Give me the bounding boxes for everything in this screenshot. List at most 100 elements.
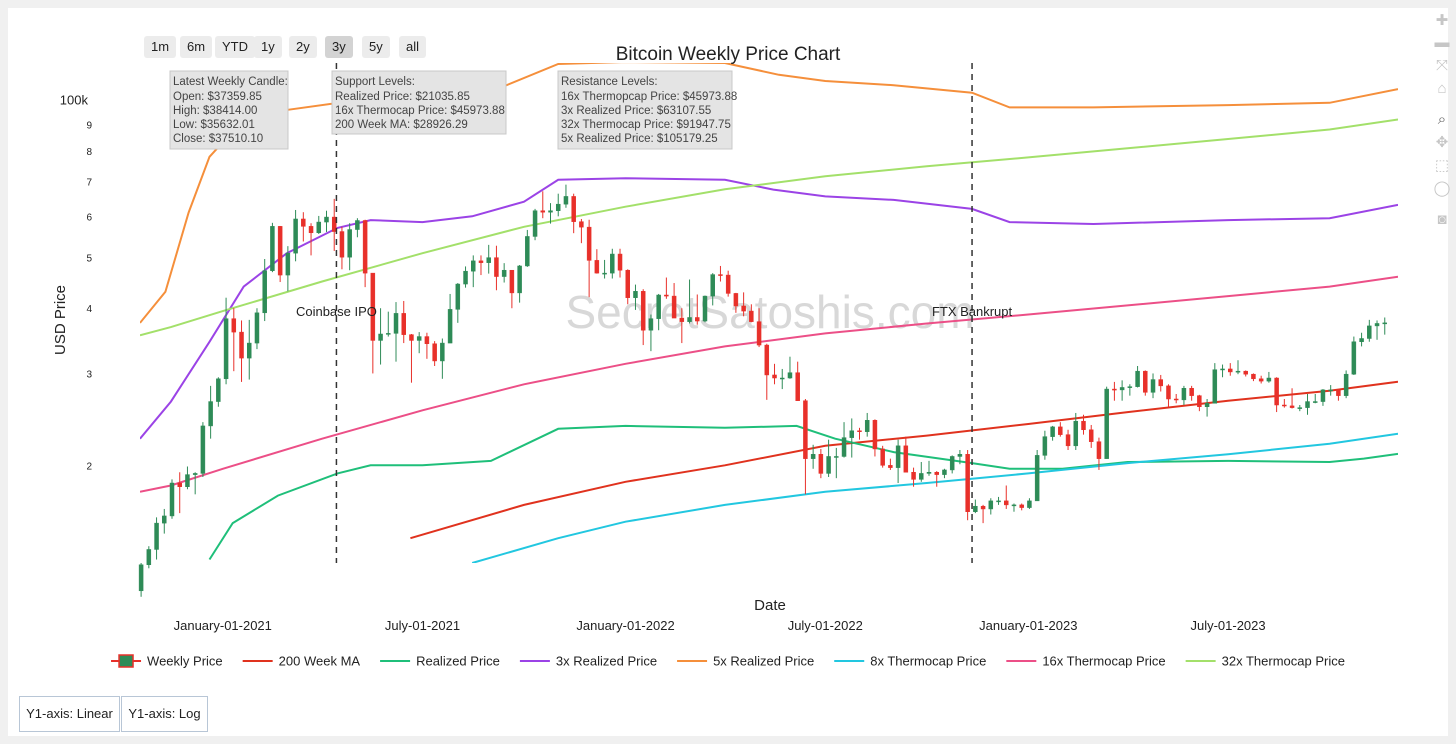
candle[interactable] <box>1359 332 1364 347</box>
candle[interactable] <box>818 448 824 479</box>
candle[interactable] <box>509 269 515 309</box>
candle[interactable] <box>192 472 198 495</box>
candle[interactable] <box>301 212 306 242</box>
candle[interactable] <box>1042 430 1048 460</box>
candle[interactable] <box>1104 386 1109 459</box>
candle[interactable] <box>656 293 661 331</box>
candle[interactable] <box>749 304 754 323</box>
candle[interactable] <box>1220 364 1225 378</box>
candle[interactable] <box>803 399 808 495</box>
candle[interactable] <box>378 308 383 365</box>
candle[interactable] <box>409 334 414 383</box>
candle[interactable] <box>1119 380 1125 401</box>
candle[interactable] <box>324 210 329 232</box>
candle[interactable] <box>494 245 499 291</box>
candle[interactable] <box>864 412 870 437</box>
candle[interactable] <box>949 455 955 474</box>
candle[interactable] <box>1351 336 1357 375</box>
candle[interactable] <box>223 297 229 385</box>
candle[interactable] <box>756 308 762 348</box>
candle[interactable] <box>277 225 283 283</box>
candle[interactable] <box>1173 393 1179 404</box>
candle[interactable] <box>1228 363 1233 376</box>
candle[interactable] <box>177 472 182 514</box>
candle[interactable] <box>1034 450 1040 502</box>
candle[interactable] <box>895 439 901 484</box>
candle[interactable] <box>633 284 638 310</box>
candle[interactable] <box>501 263 507 283</box>
candle[interactable] <box>957 450 963 465</box>
candle[interactable] <box>1382 317 1388 335</box>
pan-icon[interactable]: ✥ <box>1435 134 1449 151</box>
candle[interactable] <box>162 508 167 534</box>
range-button-6m[interactable]: 6m <box>180 36 213 58</box>
candle[interactable] <box>1127 384 1133 396</box>
candle[interactable] <box>671 283 677 319</box>
candle[interactable] <box>594 249 600 274</box>
candle[interactable] <box>216 377 221 407</box>
range-button-all[interactable]: all <box>399 36 427 58</box>
zoom-icon[interactable]: ⌕ <box>1437 111 1447 128</box>
candle[interactable] <box>478 255 484 276</box>
candle[interactable] <box>1251 373 1256 382</box>
candle[interactable] <box>996 496 1001 505</box>
candle[interactable] <box>640 289 646 346</box>
candle[interactable] <box>857 427 862 440</box>
candle[interactable] <box>416 332 422 354</box>
candle[interactable] <box>1305 393 1310 415</box>
candle[interactable] <box>1343 370 1349 399</box>
candle[interactable] <box>316 215 322 234</box>
candle[interactable] <box>1328 385 1333 396</box>
legend-item-32x-thermocap-price[interactable]: 32x Thermocap Price <box>1185 654 1345 669</box>
candle[interactable] <box>710 273 715 306</box>
candle[interactable] <box>695 294 700 325</box>
legend-item-realized-price[interactable]: Realized Price <box>380 654 500 669</box>
candle[interactable] <box>1320 389 1326 406</box>
candle[interactable] <box>679 308 685 344</box>
autoscale-icon[interactable]: ⤧ <box>1435 57 1448 74</box>
candle[interactable] <box>1058 422 1063 437</box>
candle[interactable] <box>841 422 847 458</box>
candle[interactable] <box>1266 371 1272 383</box>
candle[interactable] <box>1212 363 1218 404</box>
candle[interactable] <box>1065 429 1071 451</box>
candle[interactable] <box>447 293 453 344</box>
range-button-3y[interactable]: 3y <box>325 36 353 58</box>
candle[interactable] <box>880 445 885 468</box>
price-chart[interactable]: SecretSatoshis.com Coinbase IPO FTX Bankr… <box>8 8 1448 736</box>
candle[interactable] <box>246 319 252 380</box>
range-button-1y[interactable]: 1y <box>254 36 282 58</box>
candle[interactable] <box>1158 374 1163 392</box>
candle[interactable] <box>146 546 152 569</box>
candle[interactable] <box>1336 389 1341 401</box>
candle[interactable] <box>486 244 491 274</box>
candle[interactable] <box>393 302 399 362</box>
candle[interactable] <box>617 248 623 278</box>
candle[interactable] <box>208 385 213 439</box>
candle[interactable] <box>355 218 360 238</box>
candle[interactable] <box>602 259 607 279</box>
candle[interactable] <box>1181 385 1187 406</box>
candle[interactable] <box>285 246 291 292</box>
candle[interactable] <box>1096 437 1102 470</box>
candle[interactable] <box>1050 425 1055 441</box>
candle[interactable] <box>1011 503 1017 512</box>
candle[interactable] <box>432 341 437 367</box>
candle[interactable] <box>154 517 159 560</box>
candle[interactable] <box>347 223 352 271</box>
candle[interactable] <box>1374 320 1380 340</box>
legend-item-weekly-price[interactable]: Weekly Price <box>111 654 223 669</box>
candle[interactable] <box>942 468 947 479</box>
camera-icon[interactable]: ◙ <box>1437 211 1447 228</box>
range-button-ytd[interactable]: YTD <box>215 36 255 58</box>
candle[interactable] <box>826 439 831 477</box>
candle[interactable] <box>725 270 731 297</box>
candle[interactable] <box>1289 388 1295 409</box>
candle[interactable] <box>525 229 530 267</box>
candle[interactable] <box>625 269 631 305</box>
candle[interactable] <box>586 219 592 298</box>
candle[interactable] <box>1274 377 1279 413</box>
y-axis-log-button[interactable]: Y1-axis: Log <box>121 696 208 732</box>
candle[interactable] <box>888 458 893 470</box>
candle[interactable] <box>471 255 476 288</box>
